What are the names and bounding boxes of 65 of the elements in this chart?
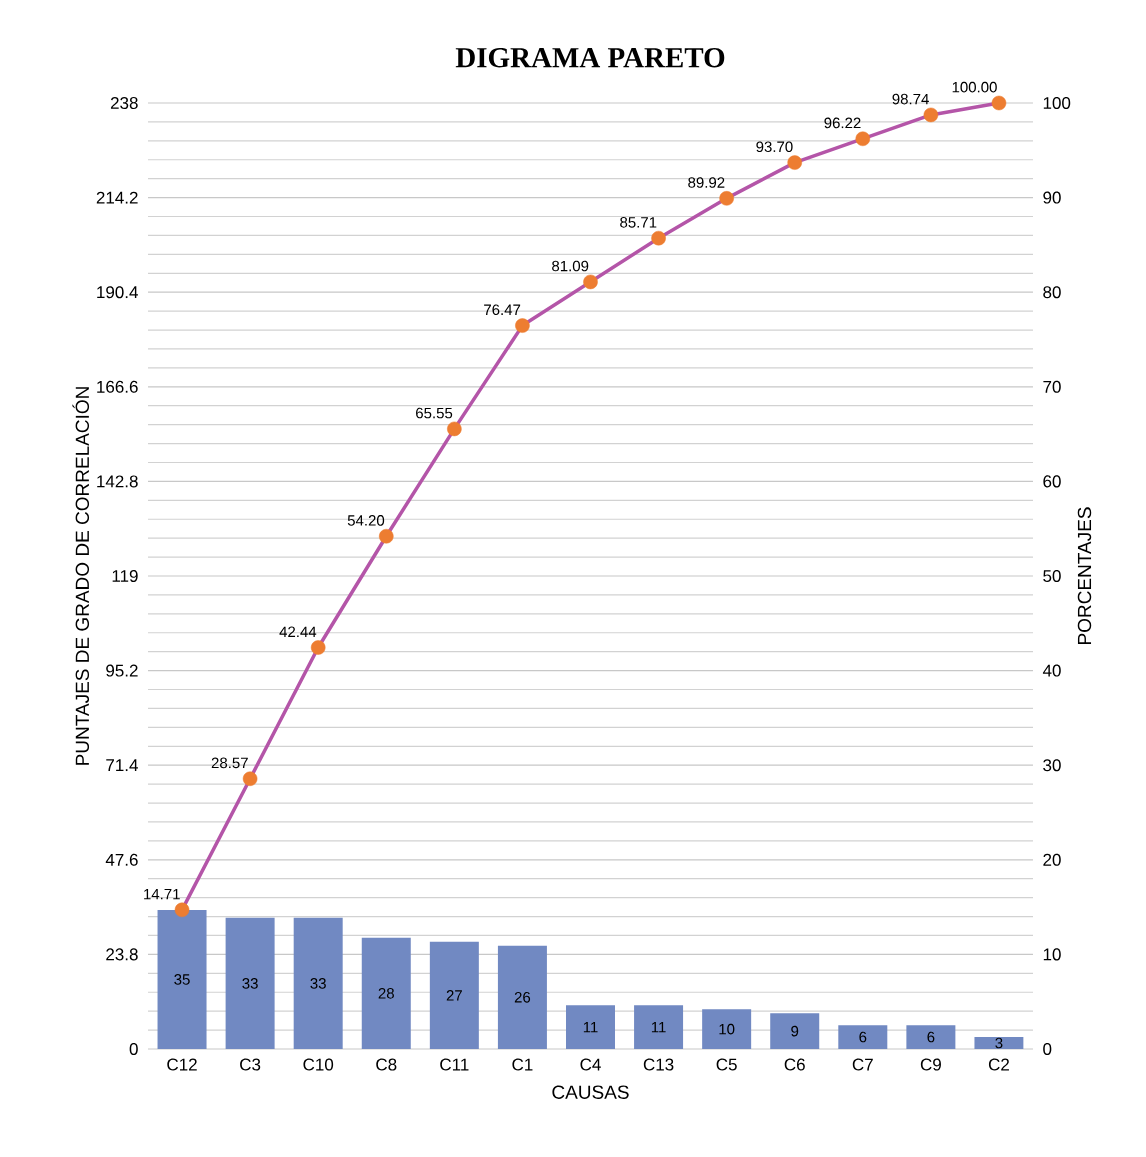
data-label: 26: [514, 992, 531, 1003]
y2-tick-label: 70: [1043, 380, 1061, 393]
x-tick-label: C5: [716, 1058, 737, 1071]
x-tick-label: C6: [784, 1058, 805, 1071]
x-tick-label: C8: [376, 1058, 397, 1071]
y2-tick-label: 20: [1043, 853, 1061, 866]
x-tick-label: C7: [852, 1058, 873, 1071]
chart-title: DIGRAMA PARETO: [455, 47, 725, 68]
x-tick-label: C13: [643, 1058, 674, 1071]
data-label: 6: [859, 1031, 867, 1043]
y2-tick-label: 30: [1043, 759, 1061, 772]
y-tick-label: 0: [129, 1042, 138, 1056]
data-label: 14.71: [144, 888, 180, 900]
x-tick-label: C11: [440, 1058, 469, 1071]
data-label: 89.92: [688, 177, 725, 188]
y2-tick-label: 60: [1043, 475, 1061, 488]
data-label: 28: [378, 988, 394, 999]
x-tick-label: C10: [303, 1058, 334, 1071]
x-tick-label: C2: [988, 1058, 1009, 1071]
x-axis-title: CAUSAS: [552, 1085, 629, 1099]
y2-tick-label: 90: [1043, 191, 1061, 204]
x-tick-label: C12: [167, 1058, 197, 1071]
y-tick-label: 142.8: [97, 475, 138, 488]
y-tick-label: 238: [110, 96, 138, 110]
y-tick-label: 71.4: [106, 759, 138, 772]
data-label: 11: [651, 1021, 666, 1033]
data-label: 9: [791, 1025, 799, 1037]
y-tick-label: 190.4: [97, 286, 138, 299]
y-tick-label: 95.2: [106, 664, 138, 677]
x-tick-label: C9: [920, 1058, 941, 1071]
x-tick-label: C4: [580, 1058, 601, 1071]
y2-tick-label: 50: [1043, 569, 1061, 583]
data-label: 35: [174, 974, 190, 985]
y-tick-label: 214.2: [96, 191, 138, 204]
data-label: 81.09: [552, 260, 589, 272]
y2-axis-title: PORCENTAJES: [1077, 507, 1092, 644]
x-tick-label: C3: [240, 1058, 261, 1071]
y2-tick-label: 100: [1043, 96, 1071, 110]
data-label: 100.00: [952, 81, 997, 93]
y2-tick-label: 40: [1042, 664, 1061, 677]
data-label: 33: [310, 978, 326, 989]
y2-tick-label: 0: [1043, 1042, 1052, 1056]
x-tick-label: C1: [512, 1058, 533, 1071]
data-label: 42.44: [279, 626, 317, 637]
data-label: 27: [446, 990, 462, 1001]
data-label: 33: [242, 978, 258, 989]
y2-tick-label: 10: [1043, 948, 1061, 961]
data-label: 85.71: [620, 217, 657, 228]
y-axis-title: PUNTAJES DE GRADO DE CORRELACIÓN: [72, 387, 90, 765]
data-label: 98.74: [892, 93, 929, 105]
data-label: 93.70: [756, 141, 793, 153]
data-label: 65.55: [416, 407, 453, 419]
data-label: 76.47: [484, 304, 521, 316]
data-label: 6: [927, 1031, 935, 1043]
data-label: 28.57: [211, 757, 248, 769]
data-label: 54.20: [347, 515, 385, 526]
data-label: 96.22: [824, 117, 861, 129]
data-label: 11: [583, 1021, 598, 1033]
y2-tick-label: 80: [1043, 286, 1061, 299]
y-tick-label: 119: [112, 569, 138, 583]
y-tick-label: 47.6: [105, 853, 138, 866]
data-label: 10: [719, 1023, 735, 1035]
y-tick-label: 166.6: [97, 380, 138, 393]
y-tick-label: 23.8: [106, 948, 138, 961]
data-label: 3: [995, 1037, 1003, 1049]
